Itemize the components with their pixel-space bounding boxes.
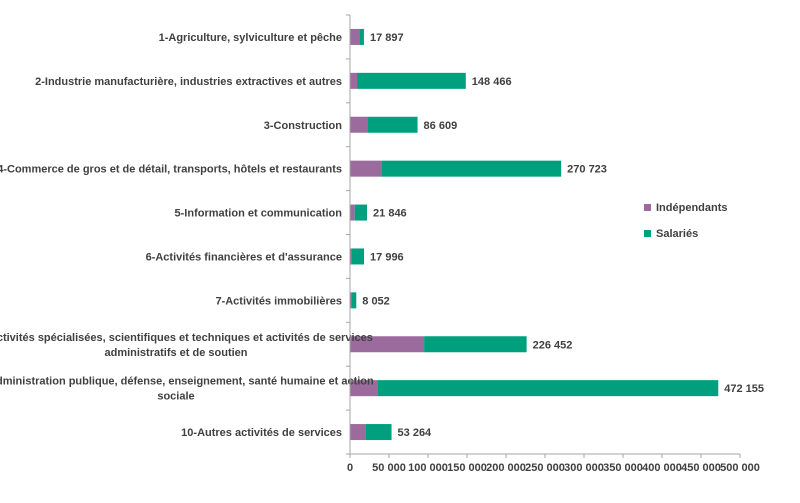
category-label-9: 9-Administration publique, défense, ense… [0,376,374,403]
category-label-4: 4-Commerce de gros et de détail, transpo… [0,164,342,176]
x-tick-label: 450 000 [681,462,721,474]
x-tick-label: 100 000 [408,462,448,474]
bar-independants-8 [350,336,425,353]
category-label-2: 2-Industrie manufacturière, industries e… [35,76,342,88]
bars-layer [350,28,719,441]
data-label-5: 21 846 [373,208,407,220]
axes: 0 50 000 100 000 150 000 200 000 250 000 300 0… [346,14,760,474]
bar-independants-2 [350,72,358,89]
data-labels: 17 897 148 466 86 609 270 723 21 846 17 996 8 … [362,32,764,439]
data-label-1: 17 897 [370,32,404,44]
x-tick-label: 200 000 [486,462,526,474]
bar-independants-7 [350,292,352,309]
bar-salaries-2 [357,72,466,89]
bar-independants-6 [350,248,352,265]
category-label-5: 5-Information et communication [175,208,343,220]
x-tick-label: 50 000 [372,462,406,474]
data-label-10: 53 264 [398,427,433,439]
x-tick-label: 350 000 [603,462,643,474]
bar-salaries-9 [377,380,719,397]
legend-label-independants: Indépendants [656,202,728,214]
data-label-2: 148 466 [472,76,512,88]
legend-label-salaries: Salariés [656,228,698,240]
bar-salaries-4 [381,160,562,177]
x-tick-label: 250 000 [525,462,565,474]
category-label-1: 1-Agriculture, sylviculture et pêche [159,32,342,44]
x-tick-label: 0 [347,462,353,474]
bar-independants-4 [350,160,382,177]
bar-salaries-1 [359,28,364,45]
bar-independants-10 [350,424,366,441]
bar-independants-9 [350,380,378,397]
bar-independants-5 [350,204,355,221]
legend-swatch-salaries [644,230,651,237]
bar-salaries-6 [351,248,365,265]
legend-swatch-independants [644,204,651,211]
bar-salaries-5 [354,204,368,221]
bar-independants-3 [350,116,368,133]
x-tick-label: 150 000 [447,462,487,474]
data-label-9: 472 155 [724,383,764,395]
bar-salaries-3 [367,116,418,133]
bar-salaries-10 [365,424,392,441]
category-label-7: 7-Activités immobilières [215,295,342,307]
data-label-3: 86 609 [424,120,458,132]
category-label-6: 6-Activités financières et d'assurance [146,251,342,263]
bar-independants-1 [350,28,360,45]
data-label-8: 226 452 [533,339,573,351]
category-labels: 1-Agriculture, sylviculture et pêche 2-In… [0,32,374,439]
bar-salaries-7 [351,292,357,309]
bar-salaries-8 [424,336,527,353]
x-tick-label: 300 000 [564,462,604,474]
data-label-7: 8 052 [362,295,390,307]
x-tick-label: 400 000 [642,462,682,474]
data-label-6: 17 996 [370,251,404,263]
data-label-4: 270 723 [567,164,607,176]
category-label-3: 3-Construction [264,120,343,132]
category-label-10: 10-Autres activités de services [181,427,342,439]
x-tick-label: 500 000 [720,462,760,474]
category-label-8: 8-Activités spécialisées, scientifiques … [0,332,373,359]
legend: Indépendants Salariés [644,202,728,240]
